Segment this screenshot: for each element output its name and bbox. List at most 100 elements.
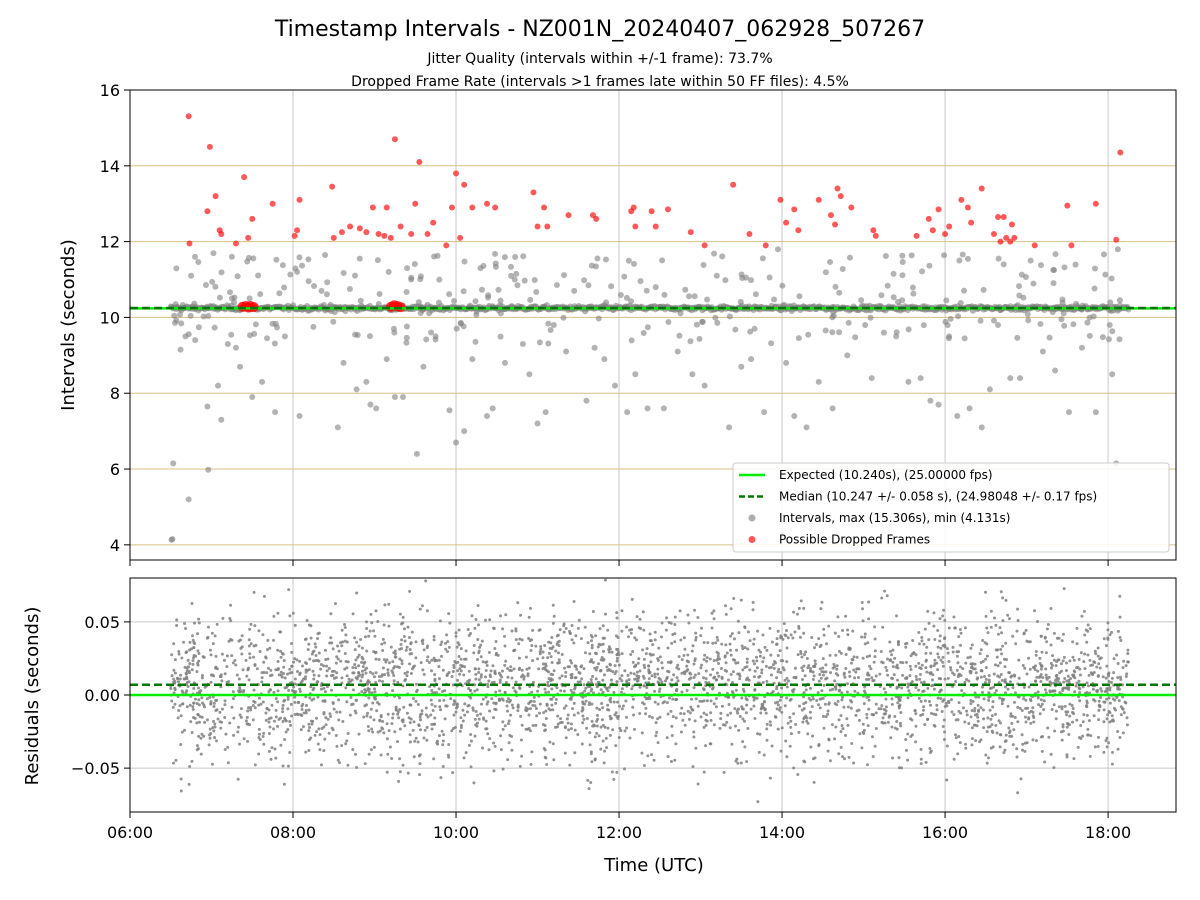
residual-point	[197, 617, 201, 621]
residual-point	[229, 619, 233, 623]
residual-point	[642, 764, 646, 768]
residual-point	[603, 749, 607, 753]
residual-point	[628, 736, 632, 740]
residual-point	[1093, 699, 1097, 703]
residual-point	[914, 686, 918, 690]
residual-point	[631, 684, 635, 688]
residual-point	[1096, 654, 1100, 658]
residual-point	[809, 716, 813, 720]
interval-point	[822, 327, 829, 334]
residual-point	[566, 721, 570, 725]
residual-point	[491, 664, 495, 668]
residual-point	[562, 689, 566, 693]
interval-point	[512, 254, 519, 261]
residual-point	[377, 657, 381, 661]
residual-point	[312, 659, 316, 663]
interval-point	[868, 375, 875, 382]
residual-point	[991, 731, 995, 735]
residual-point	[689, 705, 693, 709]
residual-point	[492, 716, 496, 720]
residual-point	[1039, 667, 1043, 671]
interval-point	[211, 324, 218, 331]
residual-point	[454, 634, 458, 638]
residual-point	[351, 747, 355, 751]
residual-point	[637, 657, 641, 661]
residual-point	[336, 758, 340, 762]
residual-point	[896, 678, 900, 682]
dropped-frame-point	[383, 204, 390, 211]
residual-point	[505, 709, 509, 713]
dropped-frame-point	[492, 204, 499, 211]
dropped-frame-point	[593, 215, 600, 222]
residual-point	[822, 683, 826, 687]
residual-point	[264, 718, 268, 722]
residual-point	[312, 673, 316, 677]
interval-point	[927, 397, 934, 404]
residual-point	[654, 721, 658, 725]
residual-point	[1081, 734, 1085, 738]
residual-point	[742, 719, 746, 723]
residual-point	[731, 691, 735, 695]
residual-point	[896, 643, 900, 647]
residual-point	[1077, 735, 1081, 739]
residual-point	[374, 671, 378, 675]
residual-point	[429, 669, 433, 673]
residual-point	[304, 670, 308, 674]
residual-point	[615, 770, 619, 774]
residual-point	[1087, 691, 1091, 695]
residual-point	[923, 723, 927, 727]
residual-point	[914, 653, 918, 657]
residual-point	[510, 629, 514, 633]
residual-point	[646, 754, 650, 758]
residual-point	[272, 638, 276, 642]
residual-point	[453, 725, 457, 729]
residual-point	[1062, 680, 1066, 684]
residual-point	[811, 670, 815, 674]
residual-point	[329, 612, 333, 616]
residual-point	[223, 703, 227, 707]
residual-point	[279, 649, 283, 653]
residual-point	[983, 680, 987, 684]
residual-point	[355, 640, 359, 644]
residual-point	[825, 642, 829, 646]
residual-point	[226, 761, 230, 765]
residual-point	[408, 740, 412, 744]
residual-point	[463, 665, 467, 669]
residual-point	[1024, 720, 1028, 724]
residual-point	[796, 773, 800, 777]
residual-point	[425, 725, 429, 729]
interval-point	[453, 325, 460, 332]
residual-point	[282, 671, 286, 675]
residual-point	[1024, 698, 1028, 702]
residual-point	[564, 704, 568, 708]
interval-point	[867, 314, 874, 321]
residual-point	[261, 633, 265, 637]
residual-point	[1096, 646, 1100, 650]
dropped-frame-point	[1068, 242, 1075, 249]
residual-point	[291, 611, 295, 615]
residual-point	[657, 689, 661, 693]
residual-point	[1121, 695, 1125, 699]
residual-point	[884, 697, 888, 701]
residual-point	[873, 625, 877, 629]
dropped-frame-point	[648, 208, 655, 215]
residual-point	[196, 747, 200, 751]
residual-point	[387, 624, 391, 628]
residual-point	[577, 670, 581, 674]
residual-point	[1043, 760, 1047, 764]
residual-point	[921, 708, 925, 712]
residual-point	[614, 634, 618, 638]
residual-point	[185, 669, 189, 673]
residual-point	[1083, 667, 1087, 671]
residual-point	[729, 673, 733, 677]
interval-point	[357, 297, 364, 304]
interval-point	[281, 333, 288, 340]
residual-point	[1126, 652, 1130, 656]
residual-point	[885, 594, 889, 598]
residual-point	[625, 715, 629, 719]
residual-point	[886, 657, 890, 661]
residual-point	[869, 667, 873, 671]
residual-point	[440, 689, 444, 693]
residual-point	[963, 720, 967, 724]
residual-point	[942, 698, 946, 702]
